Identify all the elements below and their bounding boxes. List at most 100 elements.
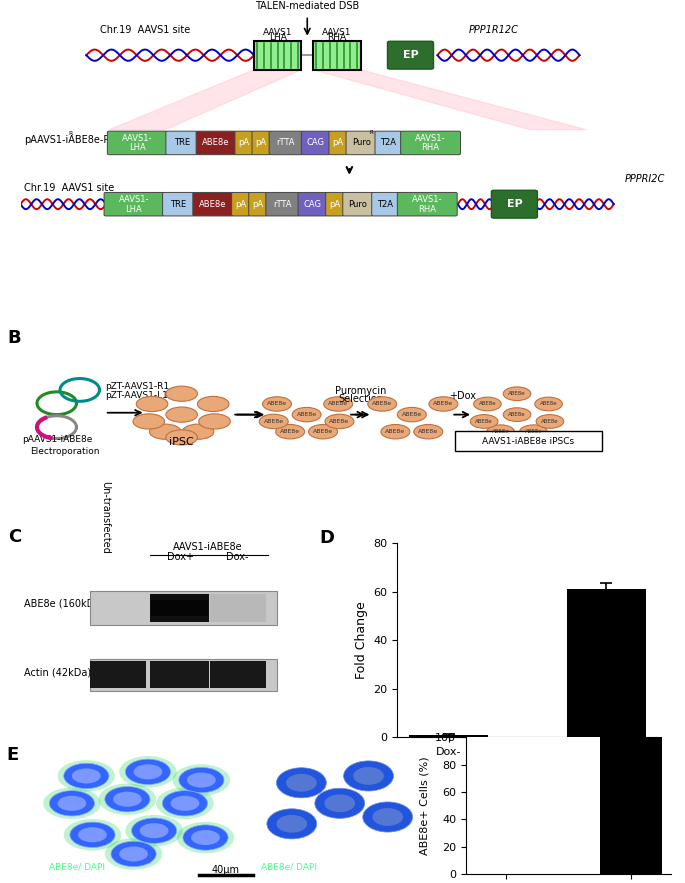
- Text: AAVS1-iABE8e iPSCs: AAVS1-iABE8e iPSCs: [482, 437, 574, 446]
- Ellipse shape: [134, 765, 162, 780]
- FancyBboxPatch shape: [104, 192, 164, 216]
- Text: R: R: [68, 132, 73, 136]
- Y-axis label: Fold Change: Fold Change: [355, 601, 368, 679]
- Text: ABE8e: ABE8e: [264, 419, 284, 424]
- Text: ABE8e: ABE8e: [203, 139, 230, 147]
- Ellipse shape: [162, 790, 208, 816]
- Text: pA: pA: [252, 200, 264, 208]
- Text: RHA: RHA: [327, 33, 347, 42]
- Ellipse shape: [503, 387, 531, 401]
- FancyBboxPatch shape: [150, 661, 209, 689]
- Ellipse shape: [315, 789, 364, 819]
- FancyBboxPatch shape: [298, 192, 327, 216]
- Ellipse shape: [414, 425, 443, 439]
- Ellipse shape: [471, 415, 498, 428]
- Text: ABE8e: ABE8e: [419, 429, 438, 434]
- Text: E: E: [7, 746, 19, 764]
- Text: pZT-AAVS1-L1: pZT-AAVS1-L1: [105, 391, 168, 400]
- Ellipse shape: [368, 396, 397, 411]
- FancyBboxPatch shape: [162, 192, 194, 216]
- Text: AAVS1: AAVS1: [263, 28, 292, 37]
- Ellipse shape: [125, 759, 171, 784]
- Text: Un-transfected: Un-transfected: [100, 481, 110, 554]
- Text: ABE8e: ABE8e: [508, 391, 526, 396]
- FancyBboxPatch shape: [232, 192, 250, 216]
- Ellipse shape: [72, 768, 101, 783]
- Text: Puromycin: Puromycin: [336, 387, 387, 396]
- FancyBboxPatch shape: [90, 661, 146, 689]
- Text: ABE8e: ABE8e: [434, 402, 453, 406]
- Text: ABE8e: ABE8e: [280, 429, 300, 434]
- Ellipse shape: [429, 396, 458, 411]
- FancyBboxPatch shape: [329, 132, 347, 155]
- Text: ABE8e: ABE8e: [372, 402, 393, 406]
- Ellipse shape: [133, 414, 164, 429]
- Text: PPPRI2C: PPPRI2C: [625, 174, 665, 184]
- FancyBboxPatch shape: [375, 132, 402, 155]
- Text: CAG: CAG: [307, 139, 325, 147]
- Text: Dox+: Dox+: [51, 751, 84, 765]
- Ellipse shape: [344, 761, 393, 791]
- Text: Electroporation: Electroporation: [30, 447, 100, 456]
- Ellipse shape: [166, 430, 197, 445]
- Ellipse shape: [325, 414, 354, 428]
- Ellipse shape: [179, 767, 224, 793]
- Ellipse shape: [70, 822, 115, 848]
- Text: iPSC: iPSC: [169, 437, 194, 447]
- Text: AAVS1-
RHA: AAVS1- RHA: [412, 195, 443, 214]
- Ellipse shape: [381, 425, 410, 439]
- Ellipse shape: [503, 408, 531, 421]
- FancyBboxPatch shape: [401, 132, 460, 155]
- FancyBboxPatch shape: [456, 431, 602, 451]
- Text: TALEN-mediated DSB: TALEN-mediated DSB: [255, 2, 360, 11]
- FancyBboxPatch shape: [90, 659, 277, 691]
- Text: ABE8e: ABE8e: [267, 402, 287, 406]
- Text: ABE8e/ DAPI: ABE8e/ DAPI: [261, 863, 317, 872]
- Text: ABE8e: ABE8e: [475, 419, 493, 424]
- Ellipse shape: [177, 822, 234, 853]
- Text: R: R: [369, 130, 373, 135]
- Ellipse shape: [105, 838, 162, 870]
- Ellipse shape: [275, 425, 305, 439]
- Ellipse shape: [286, 774, 316, 792]
- Text: B: B: [8, 329, 21, 347]
- Text: EP: EP: [506, 200, 522, 209]
- Text: Selection: Selection: [338, 394, 384, 404]
- Text: Chr.19  AAVS1 site: Chr.19 AAVS1 site: [101, 25, 190, 34]
- Ellipse shape: [173, 765, 230, 796]
- Ellipse shape: [199, 414, 230, 429]
- Ellipse shape: [308, 425, 338, 439]
- FancyBboxPatch shape: [372, 192, 399, 216]
- Text: ABE8e (160kDa): ABE8e (160kDa): [23, 599, 103, 608]
- Text: AAVS1: AAVS1: [322, 28, 351, 37]
- Text: pA: pA: [333, 139, 344, 147]
- Text: ABE8e: ABE8e: [508, 412, 526, 417]
- Ellipse shape: [64, 763, 109, 789]
- Ellipse shape: [58, 796, 86, 811]
- Text: ABE8e: ABE8e: [386, 429, 406, 434]
- Ellipse shape: [191, 830, 220, 845]
- Text: PPP1R12C: PPP1R12C: [469, 25, 519, 34]
- Text: ABE8e/ DAPI: ABE8e/ DAPI: [49, 863, 105, 872]
- Bar: [567, 589, 646, 737]
- Ellipse shape: [473, 397, 501, 411]
- FancyBboxPatch shape: [269, 132, 303, 155]
- Ellipse shape: [182, 424, 214, 439]
- Ellipse shape: [267, 809, 316, 839]
- Ellipse shape: [111, 841, 156, 866]
- Text: ABE8e: ABE8e: [492, 429, 510, 434]
- Ellipse shape: [140, 823, 169, 838]
- Text: LHA: LHA: [269, 33, 286, 42]
- Text: TRE: TRE: [173, 139, 190, 147]
- Ellipse shape: [325, 795, 355, 812]
- FancyBboxPatch shape: [266, 192, 299, 216]
- Text: ABE8e: ABE8e: [525, 429, 543, 434]
- FancyBboxPatch shape: [254, 41, 301, 70]
- FancyBboxPatch shape: [210, 594, 266, 622]
- Ellipse shape: [166, 407, 197, 422]
- FancyBboxPatch shape: [313, 41, 360, 70]
- Text: Chr.19  AAVS1 site: Chr.19 AAVS1 site: [24, 183, 114, 192]
- Ellipse shape: [277, 767, 326, 798]
- Text: Actin (42kDa): Actin (42kDa): [23, 668, 90, 678]
- Ellipse shape: [397, 407, 426, 422]
